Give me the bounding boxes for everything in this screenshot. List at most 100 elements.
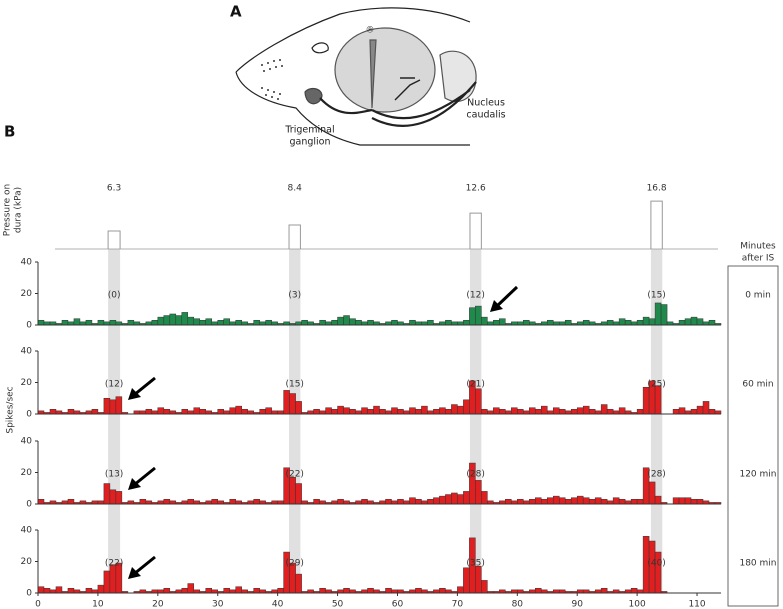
bar — [37, 499, 45, 505]
bar — [223, 318, 230, 326]
electrode — [369, 39, 377, 109]
bar — [642, 386, 650, 415]
bar — [606, 320, 614, 326]
bar — [109, 564, 117, 594]
bar — [439, 407, 446, 415]
bar — [145, 409, 153, 415]
bar — [289, 476, 296, 505]
bar — [475, 305, 482, 326]
bar — [277, 588, 284, 594]
response-count: (29) — [285, 559, 303, 569]
bar — [475, 388, 482, 415]
bar — [319, 588, 326, 594]
bar — [600, 404, 608, 415]
bar — [630, 588, 638, 594]
bar — [547, 497, 554, 505]
bar — [163, 409, 171, 415]
bar — [427, 499, 434, 505]
bar — [636, 320, 644, 326]
bar — [61, 320, 69, 326]
bar — [349, 409, 356, 415]
bar — [223, 588, 230, 594]
bar — [654, 302, 662, 326]
bar — [409, 407, 416, 415]
bar — [552, 407, 560, 415]
bar — [463, 399, 470, 415]
y-tick-label: 40 — [21, 437, 33, 447]
bar — [618, 407, 626, 415]
bar — [337, 405, 344, 415]
bar — [241, 409, 248, 415]
response-count: (12) — [466, 291, 484, 301]
stimulus-band — [469, 249, 482, 593]
response-count: (0) — [108, 291, 121, 301]
bar — [594, 497, 602, 505]
bar — [283, 390, 290, 415]
bar — [463, 320, 470, 326]
bar — [367, 409, 374, 415]
y-tick-label: 0 — [26, 410, 32, 420]
bar — [325, 407, 332, 415]
pressure-label: dura (kPa) — [14, 187, 24, 233]
bar — [409, 320, 416, 326]
head-outline — [235, 7, 471, 73]
bar — [475, 565, 482, 594]
bar — [181, 409, 189, 415]
bar — [636, 499, 644, 505]
arrow-head — [128, 478, 141, 490]
bar — [439, 588, 446, 594]
bar — [499, 318, 506, 326]
bar — [552, 495, 560, 505]
bar — [690, 409, 698, 415]
bar — [690, 499, 698, 505]
brain — [334, 27, 436, 113]
bar — [541, 405, 548, 415]
bar — [253, 588, 260, 594]
bar — [385, 499, 392, 505]
bar — [415, 588, 422, 594]
bar — [469, 307, 476, 326]
bar — [139, 499, 147, 505]
bar — [451, 404, 458, 415]
bar — [43, 588, 51, 594]
bar — [157, 316, 165, 326]
legend-title: after IS — [742, 254, 775, 264]
bar — [618, 318, 626, 326]
y-tick-label: 40 — [21, 526, 33, 536]
bar — [367, 320, 374, 326]
bar — [570, 409, 578, 415]
bar — [181, 588, 189, 594]
response-count: (13) — [105, 470, 123, 480]
bar — [199, 409, 207, 415]
bar — [642, 316, 650, 326]
bar — [558, 497, 566, 505]
bar — [319, 320, 326, 326]
y-tick-label: 0 — [26, 321, 32, 331]
bar — [517, 409, 524, 415]
x-tick-label: 10 — [92, 600, 104, 609]
response-count: (40) — [647, 559, 665, 569]
panel-label: B — [4, 123, 15, 141]
bar — [391, 320, 398, 326]
bar — [415, 499, 422, 505]
bar — [457, 405, 464, 415]
bar — [313, 409, 320, 415]
bar — [103, 483, 111, 505]
bar — [289, 393, 296, 415]
arrow-head — [490, 300, 503, 312]
bar — [672, 409, 680, 415]
pressure-pulse — [107, 230, 121, 249]
bar — [397, 409, 404, 415]
whisker-dots — [261, 59, 283, 100]
response-count: (22) — [285, 470, 303, 480]
arrow-head — [128, 567, 141, 579]
bar — [181, 312, 189, 326]
y-tick-label: 40 — [21, 347, 33, 357]
bar — [85, 588, 93, 594]
bar — [163, 588, 171, 594]
bar — [576, 495, 584, 505]
response-count: (25) — [647, 380, 665, 390]
bar — [463, 567, 470, 594]
bar — [541, 499, 548, 505]
bar — [151, 320, 159, 326]
